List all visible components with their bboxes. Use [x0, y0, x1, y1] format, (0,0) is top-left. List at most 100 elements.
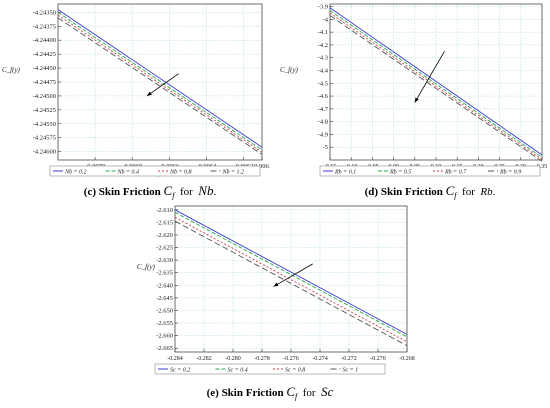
y-tick-label-d-5: -4.4 [318, 67, 329, 74]
y-tick-label-d-3: -4.2 [318, 42, 328, 49]
x-tick-label-e-2: -0.280 [225, 356, 241, 362]
y-tick-label-e-8: -2.650 [156, 307, 173, 314]
caption-e-for: for [302, 387, 316, 399]
chart-panel-e: -0.284 -0.282 -0.280 -0.278 -0.276 -0.274 -0.2… [135, 200, 415, 390]
y-tick-label-e-3: -2.625 [156, 245, 173, 252]
y-tick-label-e-0: -2.610 [156, 207, 173, 214]
y-tick-label-d-9: -4.8 [318, 119, 328, 126]
y-tick-label-c-8: -4.24550 [33, 121, 56, 128]
legend-label-d-3: Rb = 0.9 [499, 170, 521, 176]
caption-c-label: (c) Skin Friction [83, 186, 161, 198]
x-tick-label-d-10: 0.35 [537, 164, 548, 170]
caption-c-subscript: f [172, 191, 175, 200]
legend-label-c-2: Nb = 0.8 [169, 170, 192, 176]
legend-box-d [319, 165, 541, 177]
y-tick-label-e-7: -2.645 [156, 295, 173, 302]
caption-e-subscript: f [295, 392, 298, 401]
caption-d-end: . [492, 186, 496, 198]
x-tick-label-e-0: -0.284 [167, 356, 183, 362]
y-tick-label-e-2: -2.620 [156, 232, 173, 239]
y-axis-label-e: C_f(y) [137, 263, 156, 271]
series-line-e-3 [174, 220, 408, 347]
y-tick-label-c-4: -4.24450 [33, 65, 56, 72]
legend-label-e-2: Sc = 0.8 [285, 368, 305, 374]
y-tick-label-d-11: -5 [323, 144, 328, 151]
series-line-e-0 [174, 209, 408, 335]
legend-label-e-3: Sc = 1 [343, 368, 359, 374]
trend-arrow-d [414, 51, 445, 103]
legend-label-d-0: Rb = 0.1 [334, 170, 356, 176]
y-tick-label-e-1: -2.615 [156, 219, 173, 226]
y-tick-label-d-1: -4 [323, 16, 329, 23]
caption-c-symbol: C [163, 183, 173, 198]
x-tick-label-c-5: -0.0061 [252, 163, 270, 170]
x-tick-label-e-8: -0.268 [399, 356, 415, 362]
x-tick-label-e-6: -0.272 [341, 356, 357, 362]
series-line-d-1 [329, 10, 543, 158]
trend-arrow-c [146, 73, 179, 97]
caption-c-param: Nb [198, 183, 214, 198]
y-tick-label-d-10: -4.9 [318, 131, 328, 138]
y-tick-label-d-0: -3.9 [318, 4, 328, 11]
y-tick-label-e-4: -2.630 [156, 257, 173, 264]
y-tick-label-e-6: -2.640 [156, 282, 173, 289]
series-line-d-3 [329, 15, 543, 162]
y-tick-label-e-9: -2.655 [156, 320, 173, 327]
legend-label-c-0: Nb = 0.2 [64, 170, 87, 176]
y-tick-label-c-10: -4.24600 [33, 149, 56, 156]
chart-panel-c: -0.0070-0.0068-0.0066-0.0064-0.0062-0.00… [0, 0, 272, 205]
series-line-e-1 [174, 211, 408, 338]
legend-label-d-1: Rb = 0.5 [389, 170, 411, 176]
caption-e-label: (e) Skin Friction [206, 387, 284, 399]
legend-label-e-1: Sc = 0.4 [228, 367, 248, 374]
y-tick-label-e-11: -2.665 [156, 345, 173, 352]
caption-d-label: (d) Skin Friction [364, 186, 443, 198]
trend-arrow-head-c [147, 91, 152, 96]
trend-arrow-e [273, 263, 313, 287]
series-line-c-1 [57, 12, 263, 151]
trend-arrow-head-d [414, 97, 419, 103]
caption-c-for: for [179, 186, 193, 198]
trend-arrow-head-e [273, 282, 279, 287]
caption-d-for: for [462, 186, 475, 198]
y-tick-label-c-1: -4.24375 [33, 23, 56, 30]
series-line-c-0 [57, 9, 263, 148]
caption-e: (e) Skin Friction Cf for Sc [180, 384, 360, 401]
y-tick-label-d-7: -4.6 [318, 93, 329, 100]
caption-d: (d) Skin Friction Cf for Rb. [340, 183, 520, 200]
series-line-d-2 [329, 12, 543, 160]
series-line-c-3 [57, 17, 263, 155]
y-axis-label-d: C_f(y) [280, 66, 299, 74]
y-tick-label-c-9: -4.24575 [33, 135, 56, 142]
caption-e-symbol: C [286, 384, 296, 399]
x-tick-label-e-4: -0.276 [283, 356, 299, 362]
legend-label-c-3: Nb = 1.2 [222, 170, 245, 176]
y-axis-label-c: C_f(y) [2, 66, 21, 74]
y-tick-label-c-7: -4.24525 [33, 107, 56, 114]
series-line-d-0 [329, 7, 543, 156]
chart-d: -0.15-0.10-0.050.000.050.100.150.200.250… [280, 4, 548, 177]
y-tick-label-c-3: -4.24425 [33, 51, 56, 58]
y-tick-label-d-8: -4.7 [318, 106, 329, 113]
y-tick-label-c-2: -4.24400 [33, 37, 56, 44]
x-tick-label-e-7: -0.270 [370, 356, 386, 362]
legend-label-c-1: Nb = 0.4 [117, 169, 140, 176]
y-tick-label-e-10: -2.660 [156, 333, 173, 340]
legend-box-c [49, 165, 261, 177]
caption-c: (c) Skin Friction Cf for Nb. [60, 183, 240, 200]
y-tick-label-c-0: -4.24350 [33, 9, 56, 16]
y-tick-label-c-6: -4.24500 [33, 93, 56, 100]
chart-e: -0.284 -0.282 -0.280 -0.278 -0.276 -0.274 -0.2… [137, 205, 415, 375]
legend-box-e [154, 363, 386, 375]
chart-c: -0.0070-0.0068-0.0066-0.0064-0.0062-0.00… [2, 3, 272, 177]
x-tick-label-e-5: -0.274 [312, 356, 328, 362]
y-tick-label-c-5: -4.24475 [33, 79, 56, 86]
caption-d-symbol: C [445, 183, 455, 198]
y-tick-label-e-5: -2.635 [156, 270, 173, 277]
y-tick-label-d-4: -4.3 [318, 55, 328, 62]
series-line-c-2 [57, 14, 263, 153]
x-tick-label-e-1: -0.282 [196, 356, 212, 362]
y-tick-label-d-2: -4.1 [318, 29, 328, 36]
caption-e-param: Sc [321, 384, 334, 399]
legend-label-d-2: Rb = 0.7 [444, 170, 467, 176]
